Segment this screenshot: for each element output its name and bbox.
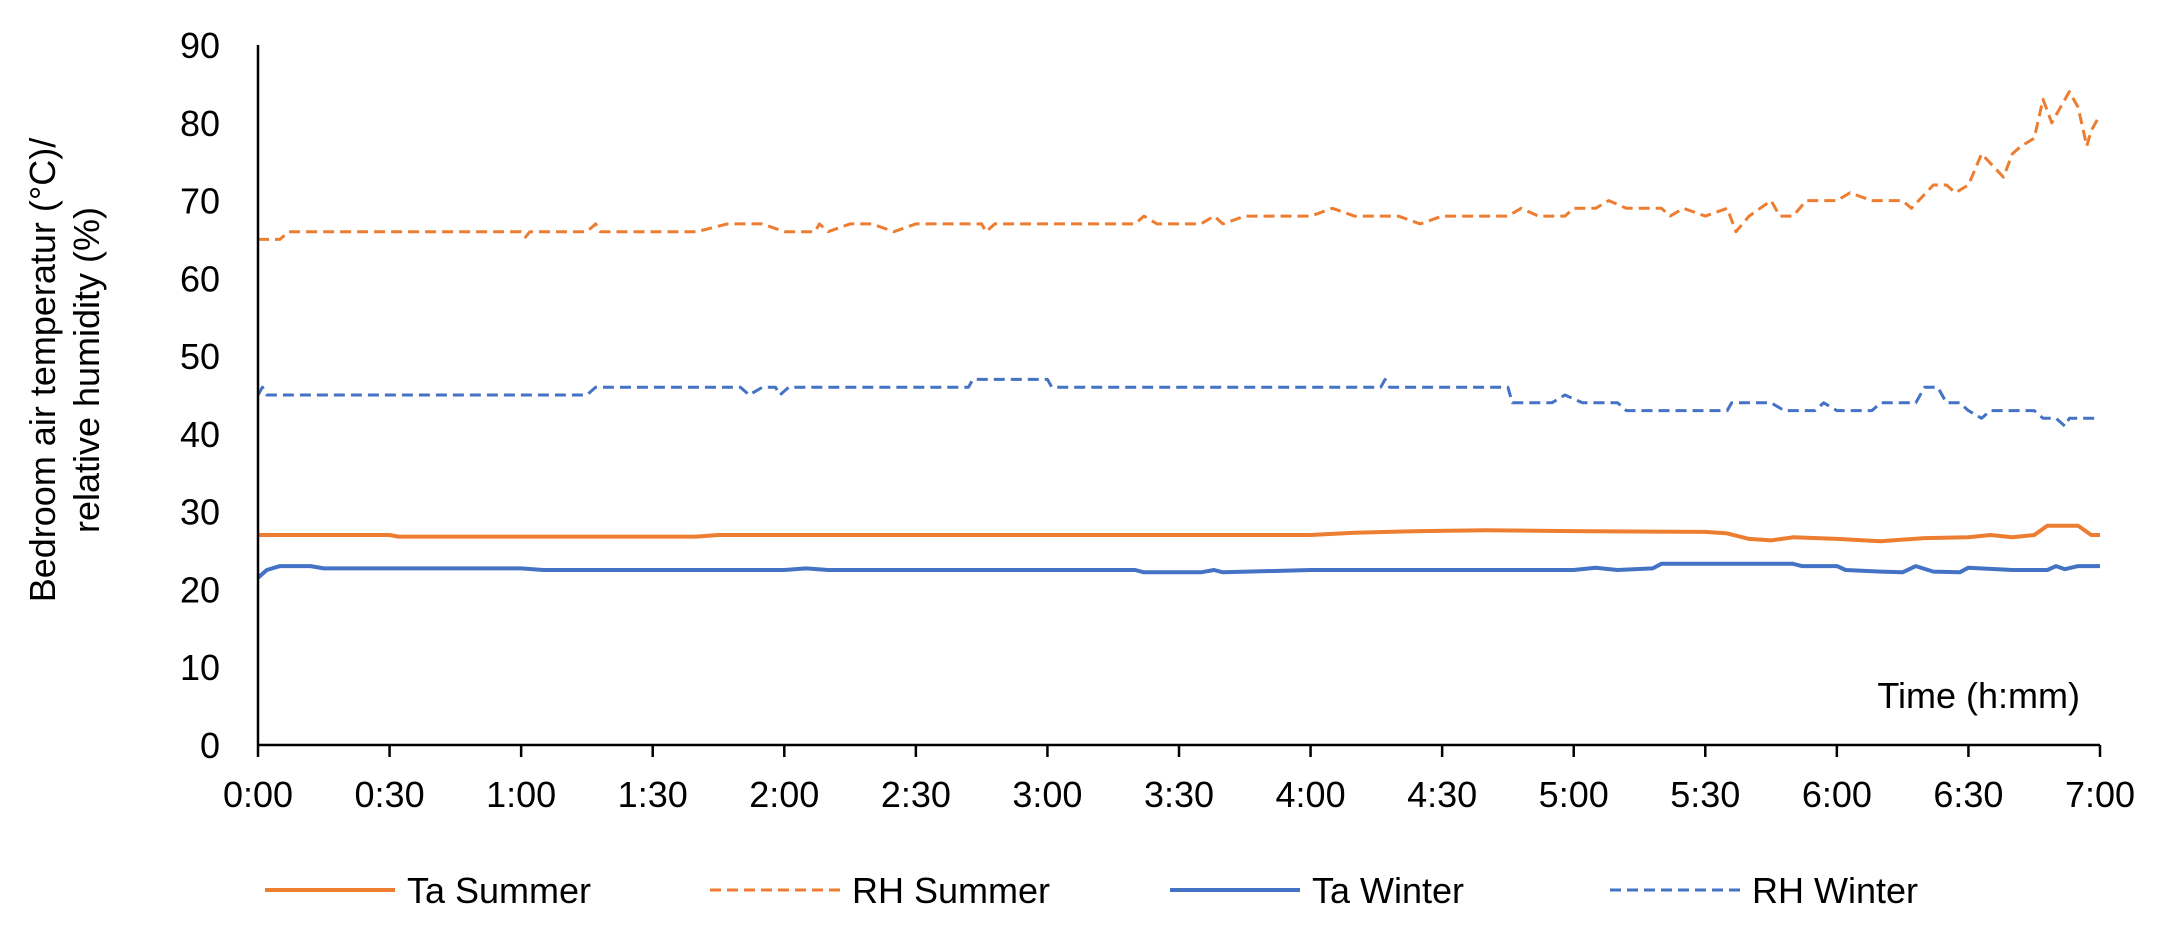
x-tick-label: 5:30 <box>1670 774 1740 815</box>
y-tick-label: 50 <box>180 336 220 377</box>
y-tick-label: 90 <box>180 25 220 66</box>
x-tick-label: 6:30 <box>1933 774 2003 815</box>
x-tick-label: 7:00 <box>2065 774 2135 815</box>
x-tick-label: 4:00 <box>1276 774 1346 815</box>
y-tick-labels: 0 10 20 30 40 50 60 70 80 90 <box>180 25 220 766</box>
y-tick-label: 20 <box>180 569 220 610</box>
y-tick-label: 70 <box>180 181 220 222</box>
y-axis-label-line-2: relative humidity (%) <box>66 207 107 533</box>
x-tick-label: 4:30 <box>1407 774 1477 815</box>
y-axis-label-line-1: Bedroom air temperatur (°C)/ <box>22 138 63 603</box>
y-tick-label: 80 <box>180 103 220 144</box>
series-line-ta-winter <box>256 561 2100 580</box>
x-tick-labels: 0:00 0:30 1:00 1:30 2:00 2:30 3:00 3:30 4:00 4:30… <box>223 745 2135 815</box>
y-tick-label: 60 <box>180 258 220 299</box>
x-tick-label: 1:30 <box>618 774 688 815</box>
x-tick-label: 3:30 <box>1144 774 1214 815</box>
x-tick-label: 2:30 <box>881 774 951 815</box>
series-line-ta-summer <box>258 523 2100 544</box>
legend-label: Ta Winter <box>1312 870 1464 911</box>
y-tick-label: 0 <box>200 725 220 766</box>
y-axis-label: Bedroom air temperatur (°C)/ relative hu… <box>22 138 107 603</box>
series-line-rh-summer <box>258 90 2102 241</box>
legend: Ta Summer RH Summer Ta Winter RH Winter <box>265 870 1918 911</box>
y-tick-label: 10 <box>180 647 220 688</box>
x-tick-label: 0:30 <box>355 774 425 815</box>
x-axis-label: Time (h:mm) <box>1877 675 2080 716</box>
x-tick-label: 6:00 <box>1802 774 1872 815</box>
x-tick-label: 1:00 <box>486 774 556 815</box>
legend-label: RH Winter <box>1752 870 1918 911</box>
x-tick-label: 0:00 <box>223 774 293 815</box>
y-tick-label: 40 <box>180 414 220 455</box>
y-tick-label: 30 <box>180 492 220 533</box>
x-tick-label: 2:00 <box>749 774 819 815</box>
x-tick-label: 5:00 <box>1539 774 1609 815</box>
x-tick-label: 3:00 <box>1012 774 1082 815</box>
series-line-rh-winter <box>256 377 2100 428</box>
legend-label: RH Summer <box>852 870 1050 911</box>
series-layer <box>256 90 2102 580</box>
legend-label: Ta Summer <box>407 870 591 911</box>
